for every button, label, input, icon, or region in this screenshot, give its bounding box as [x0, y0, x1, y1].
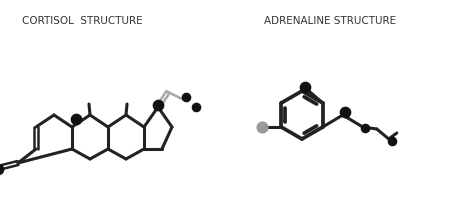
Point [388, 139, 396, 143]
Text: CORTISOL  STRUCTURE: CORTISOL STRUCTURE [22, 16, 142, 26]
Point [0, 167, 2, 171]
Point [193, 105, 200, 109]
Point [259, 125, 266, 129]
Point [361, 126, 369, 130]
Point [182, 95, 189, 99]
Point [154, 103, 162, 107]
Point [72, 117, 80, 121]
Point [301, 85, 308, 89]
Text: ADRENALINE STRUCTURE: ADRENALINE STRUCTURE [264, 16, 396, 26]
Point [341, 110, 348, 114]
